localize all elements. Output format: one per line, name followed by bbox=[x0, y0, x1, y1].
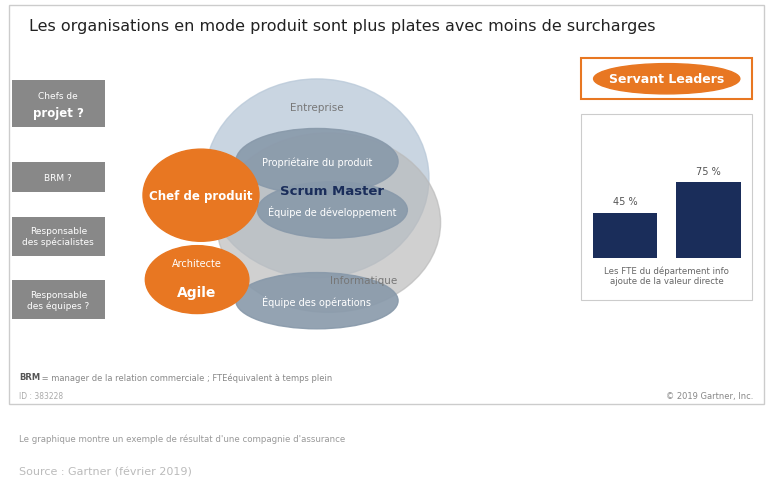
Text: Scrum Master: Scrum Master bbox=[281, 185, 384, 198]
Text: = manager de la relation commerciale ; FTEéquivalent à temps plein: = manager de la relation commerciale ; F… bbox=[39, 373, 332, 382]
Text: Entreprise: Entreprise bbox=[290, 103, 344, 112]
Ellipse shape bbox=[143, 150, 259, 242]
Ellipse shape bbox=[145, 246, 249, 314]
Text: Le graphique montre un exemple de résultat d'une compagnie d'assurance: Le graphique montre un exemple de résult… bbox=[19, 434, 346, 443]
Text: Architecte: Architecte bbox=[172, 258, 222, 268]
FancyBboxPatch shape bbox=[12, 163, 105, 193]
Ellipse shape bbox=[236, 129, 398, 195]
Text: BRM: BRM bbox=[19, 373, 40, 382]
Text: Responsable
des équipes ?: Responsable des équipes ? bbox=[27, 290, 90, 310]
FancyBboxPatch shape bbox=[676, 183, 741, 258]
Text: Équipe des opérations: Équipe des opérations bbox=[262, 295, 372, 307]
Text: Chef de produit: Chef de produit bbox=[149, 189, 253, 202]
Text: Équipe de développement: Équipe de développement bbox=[268, 205, 397, 217]
Text: Servant Leaders: Servant Leaders bbox=[609, 73, 724, 86]
Ellipse shape bbox=[257, 182, 407, 239]
FancyBboxPatch shape bbox=[581, 115, 752, 300]
Text: ID : 383228: ID : 383228 bbox=[19, 392, 63, 401]
FancyBboxPatch shape bbox=[593, 213, 658, 258]
Text: BRM ?: BRM ? bbox=[45, 173, 72, 182]
Ellipse shape bbox=[205, 80, 429, 278]
Text: 45 %: 45 % bbox=[613, 197, 638, 207]
Text: Chefs de: Chefs de bbox=[39, 92, 78, 101]
Text: projet ?: projet ? bbox=[33, 107, 83, 120]
FancyBboxPatch shape bbox=[581, 59, 752, 100]
Text: Informatique: Informatique bbox=[330, 275, 397, 285]
Text: Source : Gartner (février 2019): Source : Gartner (février 2019) bbox=[19, 467, 192, 476]
FancyBboxPatch shape bbox=[12, 218, 105, 256]
FancyBboxPatch shape bbox=[12, 81, 105, 128]
FancyBboxPatch shape bbox=[12, 281, 105, 319]
Text: © 2019 Gartner, Inc.: © 2019 Gartner, Inc. bbox=[666, 392, 754, 401]
Text: Les organisations en mode produit sont plus plates avec moins de surcharges: Les organisations en mode produit sont p… bbox=[29, 19, 656, 34]
Ellipse shape bbox=[216, 134, 441, 313]
Text: Agile: Agile bbox=[178, 286, 216, 300]
Text: Responsable
des spécialistes: Responsable des spécialistes bbox=[22, 227, 94, 247]
Text: 75 %: 75 % bbox=[696, 167, 720, 177]
Ellipse shape bbox=[594, 64, 740, 95]
Ellipse shape bbox=[236, 273, 398, 329]
Text: Propriétaire du produit: Propriétaire du produit bbox=[262, 157, 372, 167]
Text: Les FTE du département info
ajoute de la valeur directe: Les FTE du département info ajoute de la… bbox=[604, 266, 729, 286]
